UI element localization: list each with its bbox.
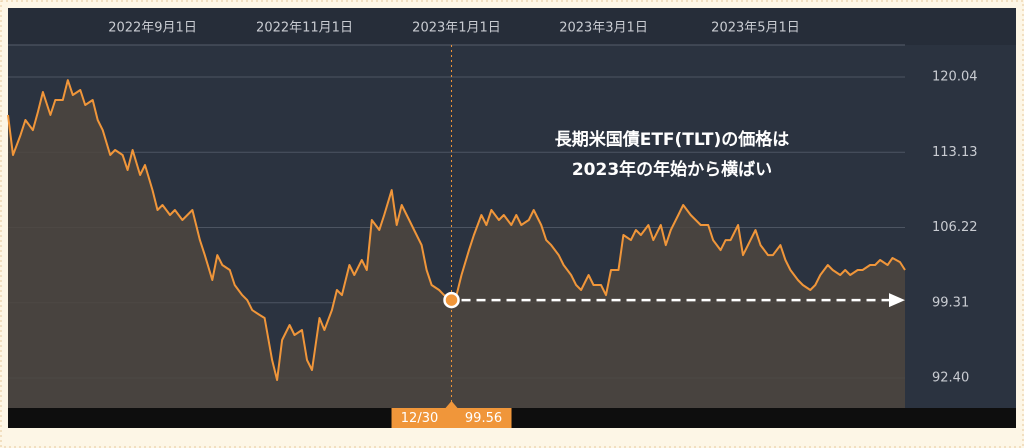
y-tick-label: 92.40 xyxy=(932,371,969,386)
highlight-date: 12/30 xyxy=(401,411,438,426)
x-axis-band xyxy=(8,8,1016,45)
x-tick-label: 2022年11月1日 xyxy=(256,21,353,36)
y-tick-label: 113.13 xyxy=(932,145,978,160)
area xyxy=(8,80,905,408)
x-tick-label: 2023年5月1日 xyxy=(711,21,800,36)
annotation: 2023年の年始から横ばい xyxy=(572,159,772,180)
y-tick-label: 120.04 xyxy=(932,70,978,85)
highlight-point xyxy=(443,291,460,309)
arrow-head xyxy=(889,293,905,308)
x-tick-label: 2023年1月1日 xyxy=(412,21,501,36)
annotation: 長期米国債ETF(TLT)の価格は xyxy=(555,129,790,150)
highlight-value: 99.56 xyxy=(465,411,502,426)
y-tick-label: 106.22 xyxy=(932,220,978,235)
x-tick-label: 2023年3月1日 xyxy=(559,21,648,36)
highlight-label-box xyxy=(391,408,512,428)
y-tick-label: 99.31 xyxy=(932,295,969,310)
highlight-pointer xyxy=(445,401,458,408)
bottom-band xyxy=(8,408,1016,428)
x-tick-label: 2022年9月1日 xyxy=(108,21,197,36)
